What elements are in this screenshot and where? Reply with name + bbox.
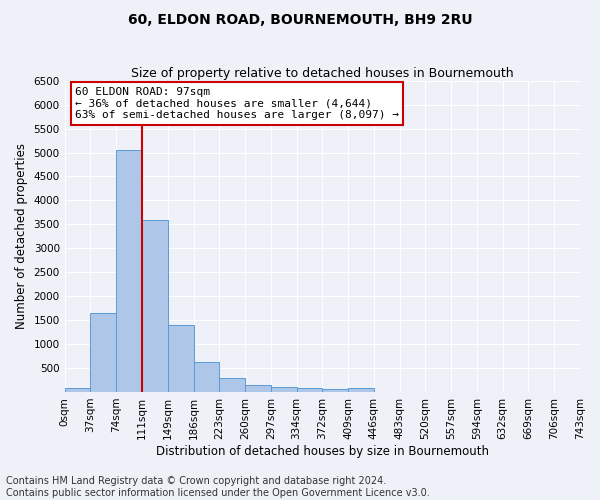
Y-axis label: Number of detached properties: Number of detached properties: [15, 144, 28, 330]
Bar: [168, 325, 193, 392]
X-axis label: Distribution of detached houses by size in Bournemouth: Distribution of detached houses by size …: [156, 444, 489, 458]
Bar: [142, 220, 168, 392]
Bar: [219, 378, 245, 392]
Title: Size of property relative to detached houses in Bournemouth: Size of property relative to detached ho…: [131, 66, 514, 80]
Bar: [193, 362, 219, 392]
Bar: [65, 388, 91, 392]
Text: Contains HM Land Registry data © Crown copyright and database right 2024.
Contai: Contains HM Land Registry data © Crown c…: [6, 476, 430, 498]
Bar: [91, 313, 116, 392]
Bar: [322, 390, 348, 392]
Text: 60, ELDON ROAD, BOURNEMOUTH, BH9 2RU: 60, ELDON ROAD, BOURNEMOUTH, BH9 2RU: [128, 12, 472, 26]
Bar: [245, 385, 271, 392]
Bar: [116, 150, 142, 392]
Bar: [271, 386, 296, 392]
Text: 60 ELDON ROAD: 97sqm
← 36% of detached houses are smaller (4,644)
63% of semi-de: 60 ELDON ROAD: 97sqm ← 36% of detached h…: [75, 87, 399, 120]
Bar: [348, 388, 374, 392]
Bar: [296, 388, 322, 392]
